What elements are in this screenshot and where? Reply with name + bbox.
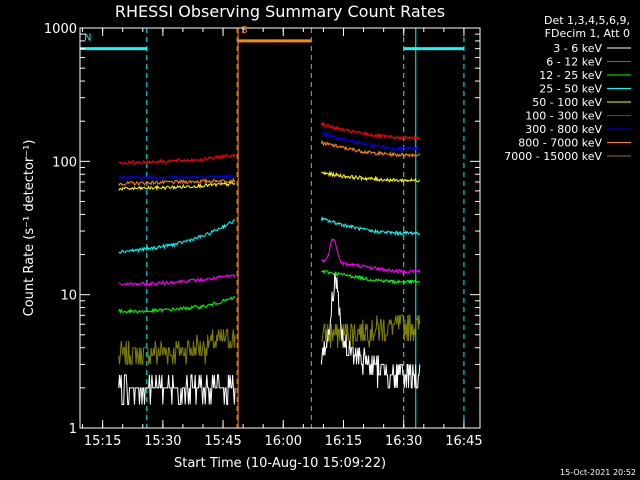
series-300-800-kev-segment-1 bbox=[118, 173, 236, 181]
legend-label-50-100-kev: 50 - 100 keV bbox=[532, 96, 602, 109]
y-tick-label-10: 10 bbox=[60, 289, 77, 304]
series-100-300-kev bbox=[118, 121, 421, 165]
chart-title: RHESSI Observing Summary Count Rates bbox=[115, 2, 445, 21]
x-tick-label-15-30: 15:30 bbox=[144, 434, 181, 449]
series-7000-15000-kev bbox=[118, 314, 421, 365]
series-7000-15000-kev-segment-2 bbox=[321, 314, 421, 348]
y-axis-label: Count Rate (s⁻¹ detector⁻¹) bbox=[22, 140, 37, 317]
series-50-100-kev-segment-1 bbox=[118, 181, 236, 192]
x-tick-label-16-00: 16:00 bbox=[265, 434, 302, 449]
annotation-saa-label-2: S bbox=[241, 25, 247, 36]
timestamp: 15-Oct-2021 20:52 bbox=[560, 468, 636, 477]
plot-marks: NS bbox=[79, 25, 465, 428]
series-800-7000-kev bbox=[118, 139, 421, 186]
axes: 15:15 15:30 15:45 16:00 16:15 16:30 16:45 1 10 10… bbox=[44, 22, 483, 449]
x-tick-label-16-30: 16:30 bbox=[385, 434, 422, 449]
series-25-50-kev bbox=[118, 215, 421, 255]
x-tick-label-15-15: 15:15 bbox=[84, 434, 121, 449]
x-tick-label-15-45: 15:45 bbox=[204, 434, 241, 449]
series-50-100-kev bbox=[118, 170, 421, 192]
series-800-7000-kev-segment-2 bbox=[320, 139, 421, 158]
series-300-800-kev bbox=[118, 131, 421, 181]
legend-label-300-800-kev: 300 - 800 keV bbox=[525, 123, 602, 136]
series-12-25-kev bbox=[118, 269, 420, 315]
x-tick-label-16-15: 16:15 bbox=[325, 434, 362, 449]
y-tick-label-100: 100 bbox=[52, 155, 77, 170]
series-300-800-kev-segment-2 bbox=[321, 131, 421, 152]
series-100-300-kev-segment-1 bbox=[118, 153, 236, 165]
legend-label-12-25-kev: 12 - 25 keV bbox=[539, 69, 602, 82]
legend-header-1: FDecim 1, Att 0 bbox=[545, 27, 630, 40]
series-6-12-kev-segment-2 bbox=[321, 237, 421, 274]
y-tick-label-1: 1 bbox=[69, 422, 77, 437]
series-12-25-kev-segment-1 bbox=[118, 296, 236, 315]
series-7000-15000-kev-segment-1 bbox=[118, 328, 236, 365]
series-6-12-kev bbox=[118, 237, 421, 288]
legend: Det 1,3,4,5,6,9,FDecim 1, Att 0 3 - 6 keV… bbox=[504, 14, 631, 163]
series-100-300-kev-segment-2 bbox=[320, 121, 421, 141]
legend-label-100-300-kev: 100 - 300 keV bbox=[525, 110, 602, 123]
series-800-7000-kev-segment-1 bbox=[118, 177, 236, 186]
legend-label-800-7000-kev: 800 - 7000 keV bbox=[518, 137, 602, 150]
x-tick-label-16-45: 16:45 bbox=[445, 434, 482, 449]
series-3-6-kev-segment-2 bbox=[320, 273, 421, 389]
series-25-50-kev-segment-2 bbox=[320, 215, 421, 237]
annotation-night-label-0: N bbox=[84, 33, 91, 44]
series-6-12-kev-segment-1 bbox=[118, 274, 236, 288]
legend-label-6-12-kev: 6 - 12 keV bbox=[546, 56, 602, 69]
y-tick-label-1000: 1000 bbox=[44, 22, 77, 37]
x-axis-label: Start Time (10-Aug-10 15:09:22) bbox=[174, 456, 386, 471]
series-50-100-kev-segment-2 bbox=[321, 170, 421, 183]
legend-header-0: Det 1,3,4,5,6,9, bbox=[544, 14, 630, 27]
series-12-25-kev-segment-2 bbox=[321, 269, 420, 285]
series-3-6-kev bbox=[118, 273, 421, 405]
plot-frame bbox=[79, 27, 481, 429]
legend-label-3-6-kev: 3 - 6 keV bbox=[553, 42, 602, 55]
series-3-6-kev-segment-1 bbox=[118, 374, 236, 405]
series-25-50-kev-segment-1 bbox=[118, 219, 236, 255]
legend-label-7000-15000-kev: 7000 - 15000 keV bbox=[504, 150, 602, 163]
legend-label-25-50-kev: 25 - 50 keV bbox=[539, 83, 602, 96]
